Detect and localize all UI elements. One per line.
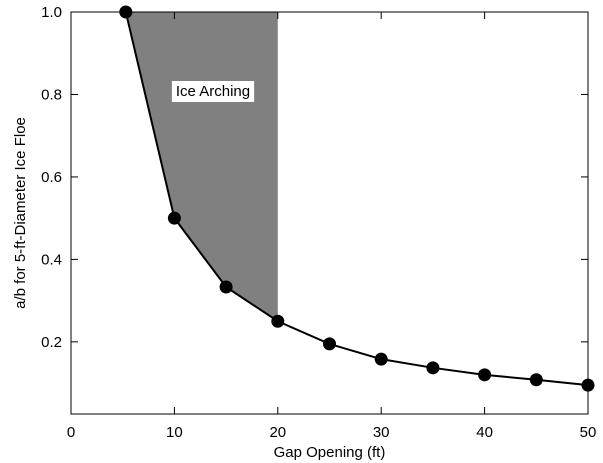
data-point bbox=[581, 378, 595, 392]
data-point bbox=[323, 337, 336, 351]
data-point bbox=[219, 280, 233, 294]
annotation-ice-arching: Ice Arching bbox=[176, 83, 250, 100]
series-points bbox=[119, 5, 595, 392]
data-point bbox=[374, 352, 388, 366]
data-point bbox=[426, 361, 440, 375]
x-tick-label: 40 bbox=[476, 424, 493, 441]
y-tick-label: 0.2 bbox=[41, 334, 62, 351]
y-axis-label: a/b for 5-ft-Diameter Ice Floe bbox=[12, 117, 29, 309]
data-point bbox=[478, 368, 492, 382]
y-tick-label: 0.6 bbox=[41, 169, 62, 186]
x-tick-labels: 0 10 20 30 40 50 bbox=[67, 424, 597, 441]
y-tick-label: 1.0 bbox=[41, 4, 62, 21]
axis-ticks bbox=[70, 11, 589, 414]
x-tick-label: 10 bbox=[166, 424, 183, 441]
x-tick-label: 0 bbox=[67, 424, 75, 441]
data-point bbox=[271, 314, 285, 328]
y-tick-labels: 0.2 0.4 0.6 0.8 1.0 bbox=[41, 4, 62, 351]
x-tick-label: 50 bbox=[580, 424, 597, 441]
y-tick-label: 0.4 bbox=[41, 251, 62, 268]
x-tick-label: 20 bbox=[269, 424, 286, 441]
data-point bbox=[167, 211, 181, 225]
plot-frame bbox=[70, 11, 589, 415]
x-tick-label: 30 bbox=[373, 424, 390, 441]
x-axis-label: Gap Opening (ft) bbox=[274, 444, 386, 461]
series-line bbox=[124, 11, 589, 387]
annotation-background bbox=[171, 81, 255, 102]
data-point bbox=[529, 373, 543, 387]
data-point bbox=[119, 5, 133, 19]
ice-arching-region bbox=[125, 12, 278, 322]
y-tick-label: 0.8 bbox=[41, 86, 62, 103]
